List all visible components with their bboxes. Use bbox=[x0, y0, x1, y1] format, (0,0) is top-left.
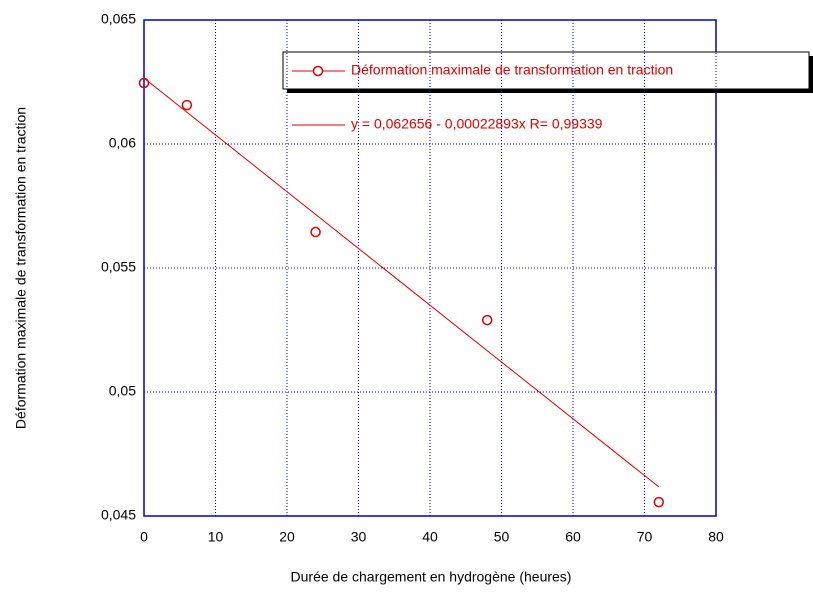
x-tick-label: 20 bbox=[279, 529, 295, 545]
fit-line bbox=[143, 77, 660, 488]
y-tick-label: 0,045 bbox=[101, 507, 136, 523]
y-tick-label: 0,065 bbox=[101, 11, 136, 27]
data-point bbox=[310, 226, 321, 238]
x-tick-label: 70 bbox=[637, 529, 653, 545]
data-point bbox=[181, 99, 193, 111]
x-tick-label: 0 bbox=[140, 529, 148, 545]
y-axis-label: Déformation maximale de transformation e… bbox=[13, 107, 29, 429]
x-tick-label: 10 bbox=[208, 529, 224, 545]
data-point bbox=[653, 496, 665, 508]
y-tick-label: 0,055 bbox=[101, 259, 136, 275]
legend-box bbox=[282, 51, 810, 90]
data-point bbox=[481, 314, 493, 326]
legend-marker bbox=[312, 65, 324, 77]
legend-label: Déformation maximale de transformation e… bbox=[351, 62, 673, 78]
legend-label: y = 0,062656 - 0,00022893x R= 0,99339 bbox=[351, 116, 603, 132]
x-tick-label: 30 bbox=[351, 529, 367, 545]
x-tick-label: 40 bbox=[422, 529, 438, 545]
y-tick-label: 0,05 bbox=[109, 383, 136, 399]
x-axis-label: Durée de chargement en hydrogène (heures… bbox=[291, 569, 572, 585]
y-tick-label: 0,06 bbox=[109, 135, 136, 151]
x-tick-label: 80 bbox=[708, 529, 724, 545]
x-tick-label: 60 bbox=[565, 529, 581, 545]
x-tick-label: 50 bbox=[494, 529, 510, 545]
